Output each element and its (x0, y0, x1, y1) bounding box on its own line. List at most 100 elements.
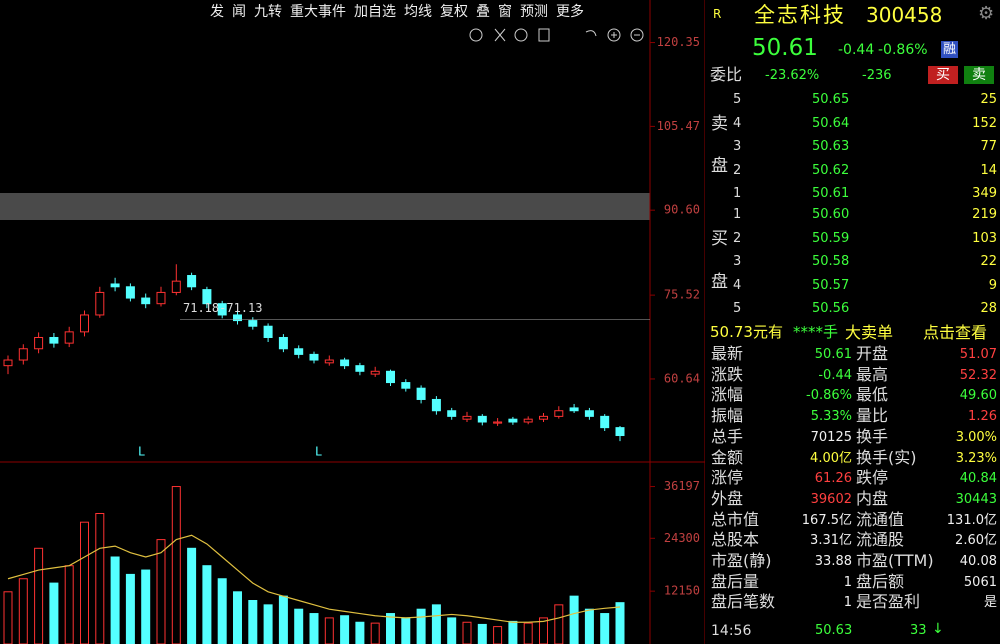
depth-volume: 77 (980, 139, 997, 154)
volume-bar (217, 578, 227, 644)
candle-body (263, 325, 273, 338)
toolbar-button[interactable]: 预测 (520, 4, 548, 20)
stat-value: 52.32 (959, 367, 997, 383)
candle-body (431, 398, 441, 412)
volume-bar (64, 565, 74, 644)
stat-label: 换手(实) (856, 447, 917, 467)
change: -0.44 (838, 42, 875, 58)
settings-button[interactable]: ⚙ (978, 3, 995, 24)
y-tick-label: 120.35 (657, 35, 700, 49)
depth-volume: 103 (972, 230, 997, 246)
toolbar-button[interactable]: 复权 (440, 4, 468, 20)
stat-label: 最低 (856, 385, 889, 405)
candle-body (80, 314, 89, 333)
volume-bar (263, 604, 273, 644)
y-tick-label: 60.64 (664, 371, 700, 385)
candle-body (141, 297, 151, 305)
volume-bar (3, 591, 13, 644)
volume-bar (539, 617, 548, 644)
stat-value: 是 (983, 595, 997, 611)
depth-level: 4 (733, 277, 742, 293)
stat-label: 总手 (711, 426, 744, 446)
candle-body (324, 359, 334, 364)
volume-bar (431, 604, 441, 644)
volume-bar (370, 622, 380, 644)
volume-bar (569, 595, 579, 644)
side-label: 买 (711, 229, 728, 249)
tick-price: 50.63 (815, 623, 853, 638)
toolbar-button[interactable]: 加自选 (354, 4, 396, 20)
depth-level: 5 (733, 92, 742, 107)
toolbar-button[interactable]: 重大事件 (290, 4, 346, 20)
stat-value: 39602 (810, 491, 852, 507)
change-pct: -0.86% (878, 42, 928, 58)
stock-name: 全志科技 (754, 3, 846, 27)
buy-button[interactable]: 买 (928, 66, 958, 84)
depth-price: 50.58 (812, 254, 850, 269)
depth-volume: 28 (980, 301, 997, 316)
candle-body (462, 415, 472, 420)
event-marker: L (315, 445, 322, 459)
depth-price: 50.64 (812, 115, 850, 131)
depth-price: 50.65 (812, 92, 850, 107)
stat-value: 3.23% (955, 450, 997, 466)
stat-value: 5.33% (810, 409, 852, 425)
candle-body (477, 415, 487, 423)
depth-volume: 25 (980, 92, 997, 107)
candle-body (217, 303, 227, 316)
stat-label: 盘后量 (711, 571, 760, 591)
volume-bar (110, 556, 120, 644)
toolbar-button[interactable]: 九转 (254, 4, 282, 20)
candle-body (539, 415, 548, 420)
stat-value: -0.44 (818, 367, 852, 383)
depth-price: 50.61 (812, 186, 850, 201)
y-tick-label: 90.60 (664, 203, 700, 217)
toolbar-button[interactable]: 闻 (232, 4, 246, 20)
candle-body (370, 370, 380, 375)
stat-value: 2.60亿 (955, 533, 997, 549)
candle-body (187, 275, 197, 288)
depth-level: 3 (733, 254, 742, 269)
depth-level: 1 (733, 207, 742, 222)
depth-price: 50.56 (812, 301, 850, 316)
tick-arrow: ↓ (932, 621, 944, 637)
candle-body (355, 365, 365, 372)
volume-bar (447, 617, 457, 644)
weibi-label: 委比 (710, 65, 743, 84)
side-label: 卖 (711, 114, 728, 134)
toolbar-button[interactable]: 叠 (476, 4, 490, 20)
toolbar-button[interactable]: 均线 (404, 4, 432, 20)
stat-value: 61.26 (814, 471, 852, 487)
stat-label: 涨停 (711, 468, 744, 488)
stat-label: 外盘 (711, 488, 744, 508)
volume-bar (294, 608, 304, 644)
depth-level: 2 (733, 230, 742, 246)
candle-body (600, 415, 610, 429)
volume-bar (141, 569, 151, 644)
stat-label: 市盈(TTM) (856, 551, 934, 570)
side-label: 盘 (711, 156, 728, 176)
volume-bar (95, 513, 105, 644)
chart-area: 120.35 105.47 90.60 75.52 60.64 71.18-71.13 L L… (0, 0, 705, 644)
toolbar-button[interactable]: 更多 (556, 4, 584, 20)
banner-button[interactable]: 点击查看 (923, 323, 988, 342)
volume-bar (18, 578, 28, 644)
depth-price: 50.57 (812, 277, 850, 293)
candle-body (401, 382, 411, 389)
toolbar-button[interactable]: 窗 (498, 4, 512, 20)
toolbar-button[interactable]: 发 (210, 4, 224, 20)
depth-volume: 349 (972, 186, 997, 201)
volume-bar (416, 608, 426, 644)
stat-value: 40.84 (959, 471, 997, 487)
volume-bar (278, 595, 288, 644)
chart-tools[interactable] (469, 28, 644, 42)
volume-bar (125, 573, 135, 644)
banner-qty: ****手 (793, 323, 839, 341)
sell-button[interactable]: 卖 (964, 66, 994, 84)
depth-level: 2 (733, 162, 742, 178)
volume-bar (340, 615, 350, 644)
volume-bar (248, 600, 258, 644)
stat-label: 换手 (856, 426, 889, 446)
volume-bar (233, 591, 242, 644)
highlight-band (0, 193, 650, 220)
